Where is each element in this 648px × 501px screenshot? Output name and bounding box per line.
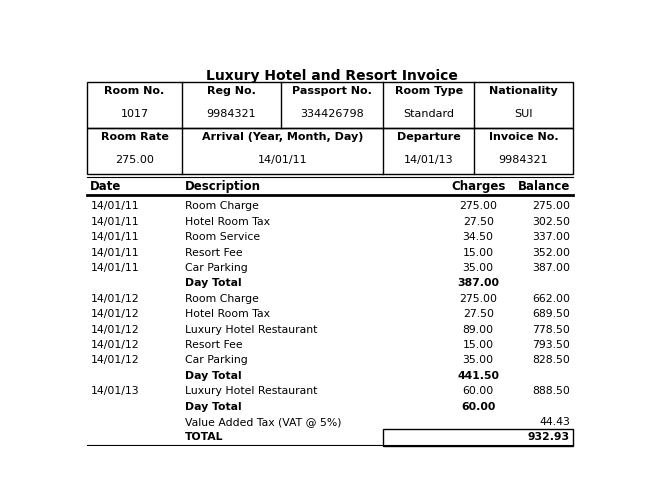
Text: Hotel Room Tax: Hotel Room Tax — [185, 217, 270, 227]
Text: Balance: Balance — [518, 179, 570, 192]
Text: 35.00: 35.00 — [463, 355, 494, 365]
Text: 60.00: 60.00 — [463, 386, 494, 396]
Text: SUI: SUI — [515, 109, 533, 119]
Text: 275.00: 275.00 — [115, 155, 154, 165]
Text: Value Added Tax (VAT @ 5%): Value Added Tax (VAT @ 5%) — [185, 417, 341, 427]
Text: Luxury Hotel and Resort Invoice: Luxury Hotel and Resort Invoice — [206, 69, 458, 83]
Text: Day Total: Day Total — [185, 371, 242, 381]
Text: 334426798: 334426798 — [300, 109, 364, 119]
Text: Arrival (Year, Month, Day): Arrival (Year, Month, Day) — [202, 132, 363, 142]
Text: 35.00: 35.00 — [463, 263, 494, 273]
Text: TOTAL: TOTAL — [185, 432, 224, 442]
Text: 662.00: 662.00 — [532, 294, 570, 304]
Text: Car Parking: Car Parking — [185, 355, 248, 365]
Text: Passport No.: Passport No. — [292, 86, 372, 96]
Text: 9984321: 9984321 — [499, 155, 548, 165]
Text: Charges: Charges — [451, 179, 505, 192]
Bar — [383, 429, 573, 446]
Text: Nationality: Nationality — [489, 86, 558, 96]
Text: 60.00: 60.00 — [461, 402, 495, 412]
Text: 337.00: 337.00 — [532, 232, 570, 242]
Text: Day Total: Day Total — [185, 402, 242, 412]
Text: Invoice No.: Invoice No. — [489, 132, 559, 142]
Text: Reg No.: Reg No. — [207, 86, 256, 96]
Text: 14/01/12: 14/01/12 — [90, 294, 139, 304]
Text: 34.50: 34.50 — [463, 232, 494, 242]
Text: Resort Fee: Resort Fee — [185, 247, 242, 258]
Text: Standard: Standard — [403, 109, 454, 119]
Text: 778.50: 778.50 — [532, 325, 570, 335]
Text: Departure: Departure — [397, 132, 461, 142]
Text: 14/01/11: 14/01/11 — [90, 201, 139, 211]
Bar — [87, 82, 573, 128]
Text: 275.00: 275.00 — [532, 201, 570, 211]
Text: 14/01/13: 14/01/13 — [404, 155, 454, 165]
Text: 14/01/11: 14/01/11 — [90, 217, 139, 227]
Text: Room Rate: Room Rate — [100, 132, 168, 142]
Text: 27.50: 27.50 — [463, 309, 494, 319]
Text: 793.50: 793.50 — [532, 340, 570, 350]
Text: 352.00: 352.00 — [532, 247, 570, 258]
Text: 14/01/11: 14/01/11 — [90, 263, 139, 273]
Text: 888.50: 888.50 — [532, 386, 570, 396]
Text: 14/01/11: 14/01/11 — [90, 232, 139, 242]
Text: Day Total: Day Total — [185, 279, 242, 289]
Text: 14/01/13: 14/01/13 — [90, 386, 139, 396]
Text: 387.00: 387.00 — [532, 263, 570, 273]
Text: 14/01/12: 14/01/12 — [90, 340, 139, 350]
Text: 441.50: 441.50 — [457, 371, 499, 381]
Text: Room Charge: Room Charge — [185, 201, 259, 211]
Text: 44.43: 44.43 — [539, 417, 570, 427]
Text: Room Charge: Room Charge — [185, 294, 259, 304]
Text: 14/01/12: 14/01/12 — [90, 325, 139, 335]
Text: Car Parking: Car Parking — [185, 263, 248, 273]
Text: 14/01/12: 14/01/12 — [90, 309, 139, 319]
Text: 27.50: 27.50 — [463, 217, 494, 227]
Text: Room Service: Room Service — [185, 232, 260, 242]
Text: Room No.: Room No. — [104, 86, 165, 96]
Text: Resort Fee: Resort Fee — [185, 340, 242, 350]
Text: Room Type: Room Type — [395, 86, 463, 96]
Text: Luxury Hotel Restaurant: Luxury Hotel Restaurant — [185, 386, 318, 396]
Text: 14/01/11: 14/01/11 — [258, 155, 307, 165]
Text: Hotel Room Tax: Hotel Room Tax — [185, 309, 270, 319]
Text: Luxury Hotel Restaurant: Luxury Hotel Restaurant — [185, 325, 318, 335]
Text: 1017: 1017 — [121, 109, 148, 119]
Text: 302.50: 302.50 — [532, 217, 570, 227]
Text: 689.50: 689.50 — [532, 309, 570, 319]
Text: Date: Date — [90, 179, 122, 192]
Text: 9984321: 9984321 — [207, 109, 256, 119]
Text: 15.00: 15.00 — [463, 247, 494, 258]
Text: 275.00: 275.00 — [459, 201, 497, 211]
Text: 14/01/12: 14/01/12 — [90, 355, 139, 365]
Text: 275.00: 275.00 — [459, 294, 497, 304]
Text: 89.00: 89.00 — [463, 325, 494, 335]
Text: 932.93: 932.93 — [528, 432, 570, 442]
Text: 387.00: 387.00 — [457, 279, 499, 289]
Text: 14/01/11: 14/01/11 — [90, 247, 139, 258]
Bar — [87, 128, 573, 174]
Text: 828.50: 828.50 — [532, 355, 570, 365]
Text: Description: Description — [185, 179, 261, 192]
Text: 15.00: 15.00 — [463, 340, 494, 350]
